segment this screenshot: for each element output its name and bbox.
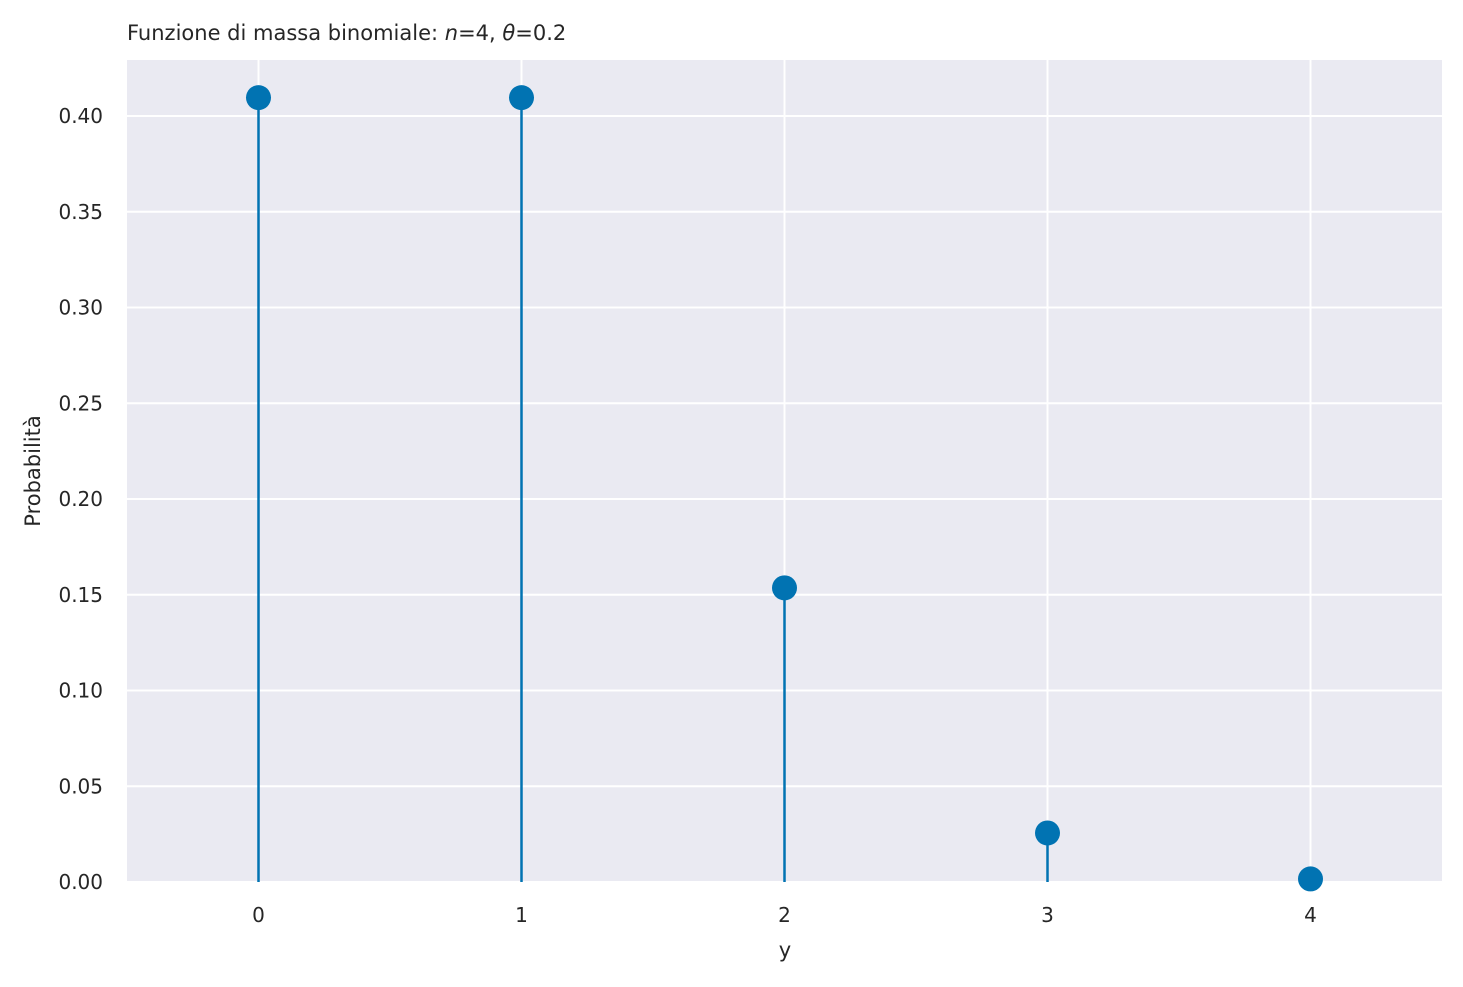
x-tick-label: 1 bbox=[515, 903, 528, 927]
title-theta-value: =0.2 bbox=[515, 21, 566, 45]
stems bbox=[257, 97, 1312, 882]
title-prefix: Funzione di massa binomiale: bbox=[127, 21, 445, 45]
x-tick-label: 3 bbox=[1041, 903, 1054, 927]
y-tick-label: 0.05 bbox=[58, 774, 103, 798]
title-n-symbol: n bbox=[445, 21, 458, 45]
y-tick-label: 0.35 bbox=[58, 200, 103, 224]
y-tick-label: 0.20 bbox=[58, 487, 103, 511]
y-tick-labels: 0.00 0.05 0.10 0.15 0.20 0.25 0.30 0.35 0.40 bbox=[58, 104, 103, 894]
title-theta-symbol: θ bbox=[502, 21, 515, 45]
title-n-value: =4, bbox=[458, 21, 502, 45]
y-tick-label: 0.30 bbox=[58, 296, 103, 320]
y-tick-label: 0.15 bbox=[58, 583, 103, 607]
data-point-marker bbox=[1298, 866, 1323, 892]
x-tick-label: 4 bbox=[1304, 903, 1317, 927]
y-tick-label: 0.25 bbox=[58, 391, 103, 415]
x-tick-labels: 0 1 2 3 4 bbox=[252, 903, 1317, 927]
chart-title: Funzione di massa binomiale: n=4, θ=0.2 bbox=[127, 21, 566, 45]
x-axis-label: y bbox=[779, 938, 791, 962]
y-tick-label: 0.40 bbox=[58, 104, 103, 128]
data-point-marker bbox=[509, 85, 534, 111]
x-tick-label: 0 bbox=[252, 903, 265, 927]
data-point-marker bbox=[772, 575, 797, 601]
y-axis-label: Probabilità bbox=[21, 415, 45, 526]
y-tick-label: 0.00 bbox=[58, 870, 103, 894]
x-tick-label: 2 bbox=[778, 903, 791, 927]
markers bbox=[246, 85, 1323, 892]
y-tick-label: 0.10 bbox=[58, 679, 103, 703]
data-point-marker bbox=[246, 85, 271, 111]
data-point-marker bbox=[1035, 820, 1060, 846]
